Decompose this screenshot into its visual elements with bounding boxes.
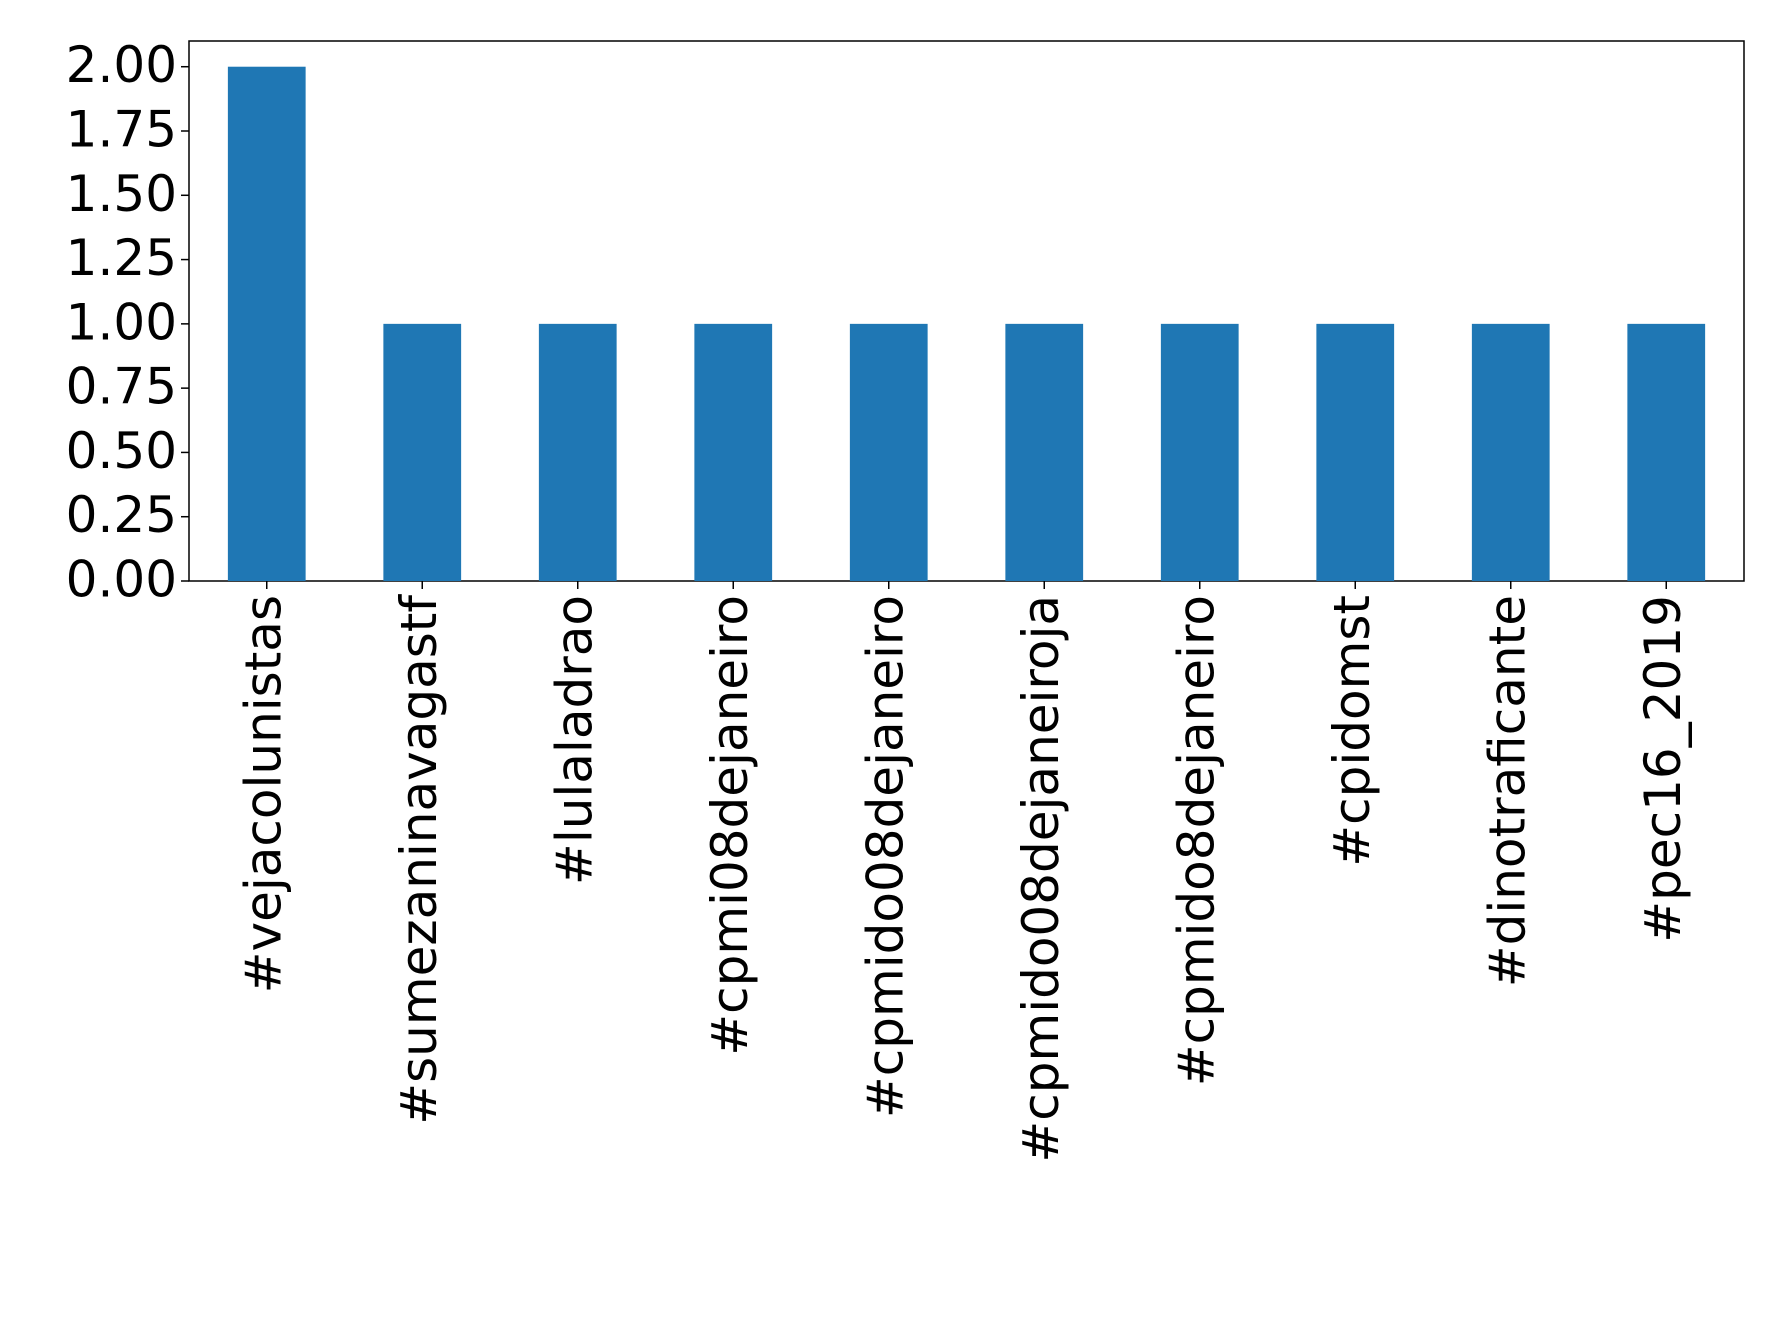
x-tick-label: #sumezaninavagastf [390,594,448,1125]
x-tick-label: #cpidomst [1323,595,1381,867]
x-tick-label: #cpmido08dejaneiroja [1012,595,1070,1163]
bar [383,323,462,581]
bar [1005,323,1084,581]
x-tick-label: #dinotraficante [1478,595,1536,987]
bar [1316,323,1395,581]
bar [1160,323,1239,581]
y-tick-label: 2.00 [66,36,177,94]
plot-frame [188,40,1745,582]
y-tick-label: 1.75 [66,101,177,159]
bar [227,66,306,581]
y-tick-label: 1.50 [66,165,177,223]
y-tick-label: 0.50 [66,422,177,480]
x-tick-label: #cpmi08dejaneiro [701,595,759,1056]
x-tick-label: #lulaladrao [545,595,603,885]
bar [1471,323,1550,581]
y-tick-label: 0.00 [66,551,177,609]
y-tick-label: 0.75 [66,358,177,416]
bar [694,323,773,581]
x-tick-label: #cpmido8dejaneiro [1167,595,1225,1086]
x-tick-label: #pec16_2019 [1634,595,1692,943]
x-tick-label: #cpmido08dejaneiro [856,595,914,1118]
y-tick-label: 1.00 [66,293,177,351]
bar [1627,323,1706,581]
x-tick-label: #vejacolunistas [234,595,292,993]
bar [538,323,617,581]
bar [849,323,928,581]
y-tick-label: 0.25 [66,486,177,544]
y-tick-label: 1.25 [66,229,177,287]
